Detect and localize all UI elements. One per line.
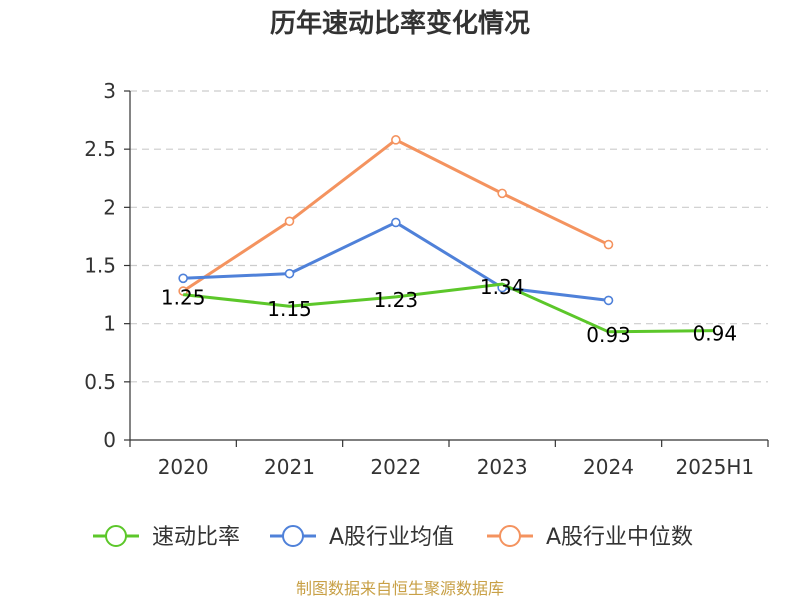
data-point xyxy=(497,188,507,199)
series-0 xyxy=(183,282,715,334)
y-tick-label: 3 xyxy=(103,79,116,103)
x-tick-label: 2024 xyxy=(583,455,634,479)
data-label: 0.93 xyxy=(586,323,631,347)
source-note: 制图数据来自恒生聚源数据库 xyxy=(296,579,504,598)
y-tick-label: 1.5 xyxy=(84,254,116,278)
chart-title: 历年速动比率变化情况 xyxy=(270,8,530,39)
x-tick-label: 2025H1 xyxy=(675,455,754,479)
series-line xyxy=(182,138,610,293)
data-point xyxy=(284,216,295,227)
data-label: 1.15 xyxy=(267,297,312,321)
y-tick-label: 0.5 xyxy=(84,370,116,394)
data-point xyxy=(603,239,614,250)
legend-marker xyxy=(105,525,127,547)
data-label: 0.94 xyxy=(693,322,738,346)
data-labels: 1.25 1.15 1.23 1.34 0.93 0.94 xyxy=(161,275,737,347)
data-point xyxy=(603,295,614,306)
legend-item-2: A股行业中位数 xyxy=(487,525,693,550)
grid-lines xyxy=(130,90,768,383)
legend: 速动比率 A股行业均值 A股行业中位数 xyxy=(93,525,693,550)
y-tick-label: 0 xyxy=(103,428,116,452)
legend-marker xyxy=(499,525,521,547)
y-tick-label: 2 xyxy=(103,195,116,219)
data-label: 1.23 xyxy=(374,288,419,312)
y-tick-label: 1 xyxy=(103,312,116,336)
data-point xyxy=(391,217,401,228)
legend-label: A股行业均值 xyxy=(329,525,454,550)
legend-item-1: A股行业均值 xyxy=(270,525,454,550)
data-point xyxy=(284,268,295,279)
legend-label: A股行业中位数 xyxy=(546,525,693,550)
x-tick-label: 2021 xyxy=(264,455,315,479)
legend-label: 速动比率 xyxy=(152,525,240,550)
data-label: 1.25 xyxy=(161,286,206,310)
x-tick-label: 2022 xyxy=(370,455,421,479)
data-label: 1.34 xyxy=(480,275,525,299)
x-tick-label: 2020 xyxy=(158,455,209,479)
series-1 xyxy=(178,217,614,306)
series-line xyxy=(183,282,715,334)
series-lines xyxy=(178,135,715,334)
data-point xyxy=(391,135,401,145)
data-point xyxy=(178,273,188,284)
axes: 0 0.5 1 1.5 2 2.5 3 2020 2021 2022 2023 2024 2025H1 xyxy=(84,79,769,479)
legend-marker xyxy=(282,525,304,547)
x-tick-label: 2023 xyxy=(477,455,528,479)
y-tick-label: 2.5 xyxy=(84,137,116,161)
legend-item-0: 速动比率 xyxy=(93,525,240,550)
series-2 xyxy=(178,135,614,296)
